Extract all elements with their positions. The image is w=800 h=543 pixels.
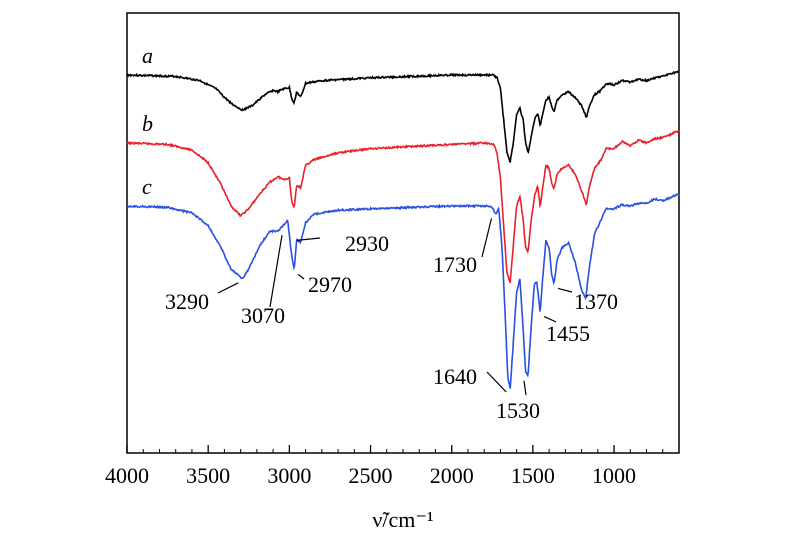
annotation-label-1640: 1640 <box>433 364 477 389</box>
plot-frame <box>126 12 680 454</box>
series-label-c: c <box>142 174 152 199</box>
series-layer <box>126 70 680 389</box>
annotation-leader-3290 <box>217 282 239 294</box>
x-tick-label-3000: 3000 <box>267 463 311 488</box>
x-tick-label-3500: 3500 <box>186 463 230 488</box>
x-tick-label-2500: 2500 <box>349 463 393 488</box>
series-line-c <box>127 193 680 389</box>
annotation-label-2970: 2970 <box>308 272 352 297</box>
annotation-label-1530: 1530 <box>496 398 540 423</box>
x-axis-title: ν̃/cm⁻¹ <box>372 507 433 532</box>
annotation-leader-1730 <box>481 218 493 258</box>
annotation-leader-2930 <box>296 237 321 241</box>
series-label-layer: a b c <box>142 43 153 199</box>
annotation-layer: 2930 2970 3070 3290 1730 1640 1530 1455 1370 <box>165 218 618 423</box>
series-label-a: a <box>142 43 153 68</box>
annotation-leader-1640 <box>486 371 507 393</box>
series-line-b <box>126 129 680 284</box>
x-axis-ticks: 4000 3500 3000 2500 2000 1500 1000 <box>105 445 664 488</box>
annotation-leader-2970 <box>297 273 305 280</box>
annotation-label-3290: 3290 <box>165 289 209 314</box>
annotation-label-1455: 1455 <box>546 321 590 346</box>
annotation-leader-1530 <box>523 380 527 396</box>
annotation-label-3070: 3070 <box>241 303 285 328</box>
x-tick-label-1500: 1500 <box>511 463 555 488</box>
annotation-leader-1370 <box>557 287 573 293</box>
annotation-leader-1455 <box>543 315 557 323</box>
series-label-b: b <box>142 111 153 136</box>
annotation-label-1730: 1730 <box>433 252 477 277</box>
x-tick-label-4000: 4000 <box>105 463 149 488</box>
annotation-label-1370: 1370 <box>574 289 618 314</box>
x-tick-label-2000: 2000 <box>430 463 474 488</box>
series-line-a <box>126 70 680 163</box>
annotation-label-2930: 2930 <box>345 231 389 256</box>
annotation-leader-3070 <box>269 235 283 308</box>
x-tick-label-1000: 1000 <box>592 463 636 488</box>
